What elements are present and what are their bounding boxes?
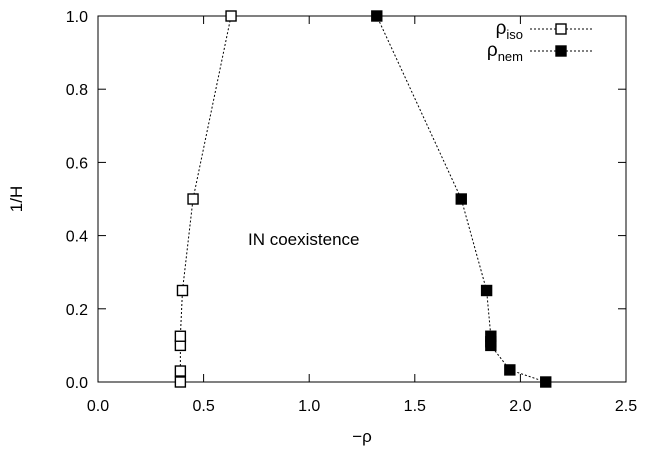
annotation-in-coexistence: IN coexistence xyxy=(248,230,360,249)
data-point-nem-5 xyxy=(480,284,493,297)
data-point-nem-7 xyxy=(371,10,383,22)
legend-label-nem: ρnem xyxy=(487,40,523,64)
y-axis-title: 1/H xyxy=(7,186,26,212)
data-point-nem-0 xyxy=(540,376,552,388)
data-point-iso-0 xyxy=(174,376,187,388)
x-tick-label-0: 0.0 xyxy=(87,398,109,415)
data-point-iso-5 xyxy=(187,193,199,205)
data-point-nem-6 xyxy=(455,193,467,205)
y-tick-label-2: 0.4 xyxy=(66,229,88,246)
plot-frame xyxy=(97,15,627,383)
series-iso xyxy=(174,10,237,388)
legend-marker-iso xyxy=(555,23,567,35)
y-tick-label-0: 0.0 xyxy=(66,375,88,392)
plot-area xyxy=(97,15,627,383)
legend-marker-nem xyxy=(555,45,567,57)
data-point-nem-1 xyxy=(504,364,516,376)
ticks-layer: 0.0 0.5 1.0 1.5 2.0 2.5 0.0 0.2 0.4 0.6 0.8 1.0 xyxy=(66,9,637,415)
y-tick-label-4: 0.8 xyxy=(66,82,88,99)
legend-label-iso: ρiso xyxy=(496,18,523,42)
series-nem xyxy=(371,10,552,388)
y-tick-label-5: 1.0 xyxy=(66,9,88,26)
data-point-iso-4 xyxy=(176,284,189,297)
legend-entry-iso: ρiso xyxy=(496,18,592,42)
x-tick-label-1: 0.5 xyxy=(192,398,214,415)
data-point-iso-1 xyxy=(174,365,187,377)
data-point-nem-4 xyxy=(485,330,497,342)
x-tick-label-5: 2.5 xyxy=(615,398,637,415)
data-point-iso-6 xyxy=(225,10,237,22)
x-tick-label-4: 2.0 xyxy=(509,398,531,415)
y-tick-label-3: 0.6 xyxy=(66,155,88,172)
x-axis-title: −ρ xyxy=(352,427,372,446)
x-tick-label-3: 1.5 xyxy=(404,398,426,415)
y-tick-label-1: 0.2 xyxy=(66,302,88,319)
legend-entry-nem: ρnem xyxy=(487,40,592,64)
series-layer xyxy=(174,10,552,388)
x-tick-label-2: 1.0 xyxy=(298,398,320,415)
data-point-iso-3 xyxy=(174,330,187,342)
